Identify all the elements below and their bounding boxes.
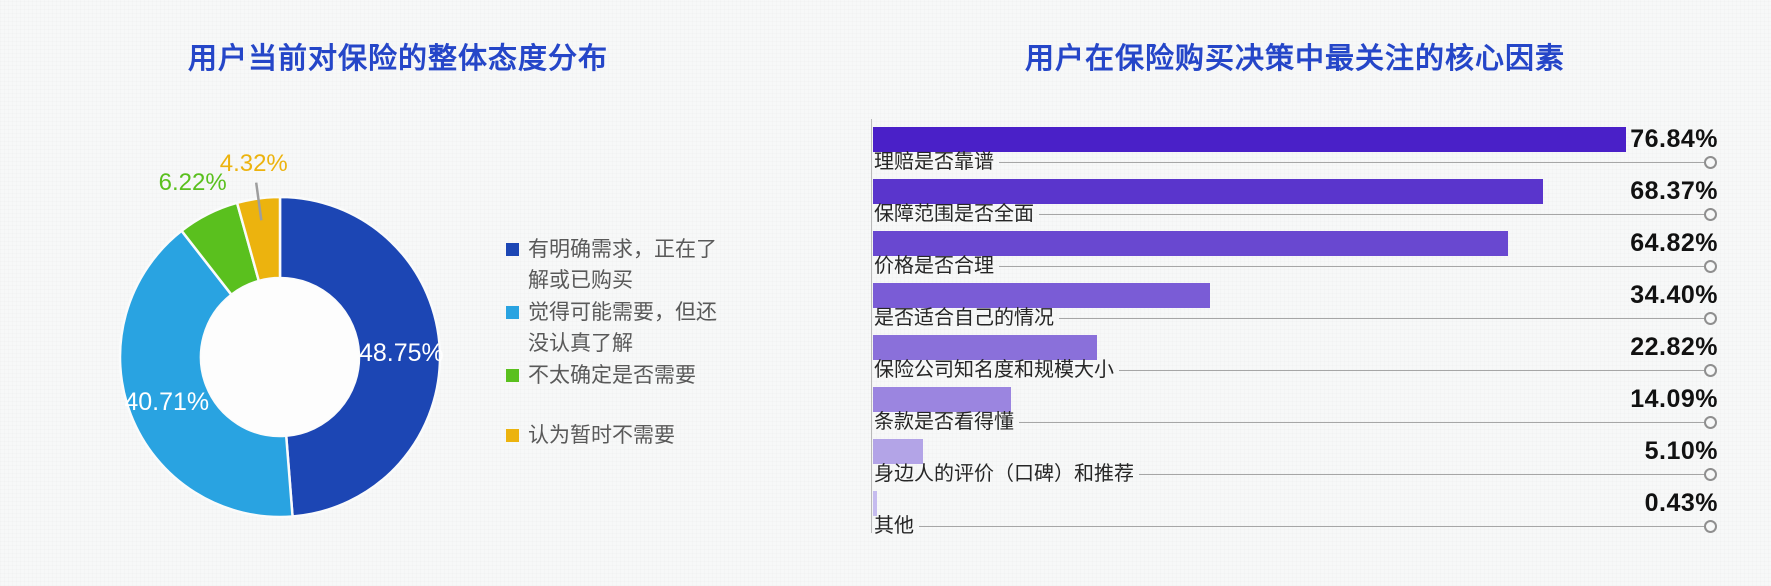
bar-value: 64.82% xyxy=(1630,229,1718,257)
leader-endpoint-icon xyxy=(1704,519,1717,533)
leader-line xyxy=(999,161,1704,163)
bar-value: 22.82% xyxy=(1630,333,1718,361)
bar-3[interactable] xyxy=(873,283,1211,308)
pie-leader-line xyxy=(254,182,263,221)
bar-label: 价格是否合理 xyxy=(874,255,994,277)
bar-7[interactable] xyxy=(873,491,878,516)
bar-label: 其他 xyxy=(874,515,914,537)
legend-swatch-icon xyxy=(506,243,519,256)
bar-row-5: 14.09% 条款是否看得懂 xyxy=(872,385,1718,439)
factors-bar-chart: 76.84% 理赔是否靠谱 68.37% 保障范围是否全面 64.82% 价格是否合理 34… xyxy=(872,125,1718,547)
leader-line xyxy=(1119,369,1704,371)
bar-value: 76.84% xyxy=(1630,125,1718,153)
bar-row-6: 5.10% 身边人的评价（口碑）和推荐 xyxy=(872,437,1718,491)
bar-row-1: 68.37% 保障范围是否全面 xyxy=(872,177,1718,231)
legend-swatch-icon xyxy=(506,369,519,382)
bar-5[interactable] xyxy=(873,387,1012,412)
bar-label: 身边人的评价（口碑）和推荐 xyxy=(874,463,1134,485)
bar-0[interactable] xyxy=(873,127,1627,152)
bar-value: 14.09% xyxy=(1630,385,1718,413)
bar-row-7: 0.43% 其他 xyxy=(872,489,1718,543)
bar-4[interactable] xyxy=(873,335,1097,360)
bar-label: 是否适合自己的情况 xyxy=(874,307,1054,329)
leader-line xyxy=(919,525,1704,527)
leader-endpoint-icon xyxy=(1704,415,1717,429)
pie-label-outside: 6.22% xyxy=(159,169,227,196)
donut-hole xyxy=(201,278,359,436)
leader-endpoint-icon xyxy=(1704,467,1717,481)
legend-item-3[interactable]: 认为暂时不需要 xyxy=(506,420,728,451)
bar-row-2: 64.82% 价格是否合理 xyxy=(872,229,1718,283)
bar-row-3: 34.40% 是否适合自己的情况 xyxy=(872,281,1718,335)
legend-label: 不太确定是否需要 xyxy=(528,364,696,387)
pie-label-outside: 4.32% xyxy=(220,150,288,177)
bar-1[interactable] xyxy=(873,179,1544,204)
attitude-donut-chart: 48.75% 40.71% 6.22%4.32% xyxy=(118,150,444,519)
bar-2[interactable] xyxy=(873,231,1509,256)
attitude-chart-legend: 有明确需求，正在了解或已购买 觉得可能需要，但还没认真了解不太确定是否需要 认为暂时… xyxy=(506,234,728,452)
bar-value: 5.10% xyxy=(1644,437,1718,465)
legend-label: 有明确需求，正在了解或已购买 xyxy=(528,238,717,292)
leader-endpoint-icon xyxy=(1704,207,1717,221)
legend-swatch-icon xyxy=(506,306,519,319)
leader-endpoint-icon xyxy=(1704,363,1717,377)
leader-line xyxy=(999,265,1704,267)
pie-label-inside: 40.71% xyxy=(124,388,209,416)
legend-label: 觉得可能需要，但还没认真了解 xyxy=(528,301,717,355)
legend-swatch-icon xyxy=(506,429,519,442)
legend-item-2[interactable]: 不太确定是否需要 xyxy=(506,360,728,391)
leader-line xyxy=(1019,421,1704,423)
pie-label-inside: 48.75% xyxy=(359,339,444,367)
bar-chart-axis-line xyxy=(871,119,872,533)
bar-6[interactable] xyxy=(873,439,923,464)
leader-line xyxy=(1139,473,1704,475)
bar-label: 理赔是否靠谱 xyxy=(874,151,994,173)
bar-label: 保险公司知名度和规模大小 xyxy=(874,359,1114,381)
leader-endpoint-icon xyxy=(1704,155,1717,169)
bar-label: 保障范围是否全面 xyxy=(874,203,1034,225)
leader-line xyxy=(1039,213,1704,215)
factors-chart-title: 用户在保险购买决策中最关注的核心因素 xyxy=(1024,43,1565,75)
legend-label: 认为暂时不需要 xyxy=(528,424,675,447)
leader-endpoint-icon xyxy=(1704,259,1717,273)
attitude-chart-title: 用户当前对保险的整体态度分布 xyxy=(187,43,608,75)
bar-row-4: 22.82% 保险公司知名度和规模大小 xyxy=(872,333,1718,387)
leader-line xyxy=(1059,317,1704,319)
legend-item-0[interactable]: 有明确需求，正在了解或已购买 xyxy=(506,234,728,296)
bar-row-0: 76.84% 理赔是否靠谱 xyxy=(872,125,1718,179)
bar-value: 34.40% xyxy=(1630,281,1718,309)
legend-item-1[interactable]: 觉得可能需要，但还没认真了解 xyxy=(506,297,728,359)
leader-endpoint-icon xyxy=(1704,311,1717,325)
bar-value: 0.43% xyxy=(1644,489,1718,517)
bar-value: 68.37% xyxy=(1630,177,1718,205)
bar-label: 条款是否看得懂 xyxy=(874,411,1014,433)
